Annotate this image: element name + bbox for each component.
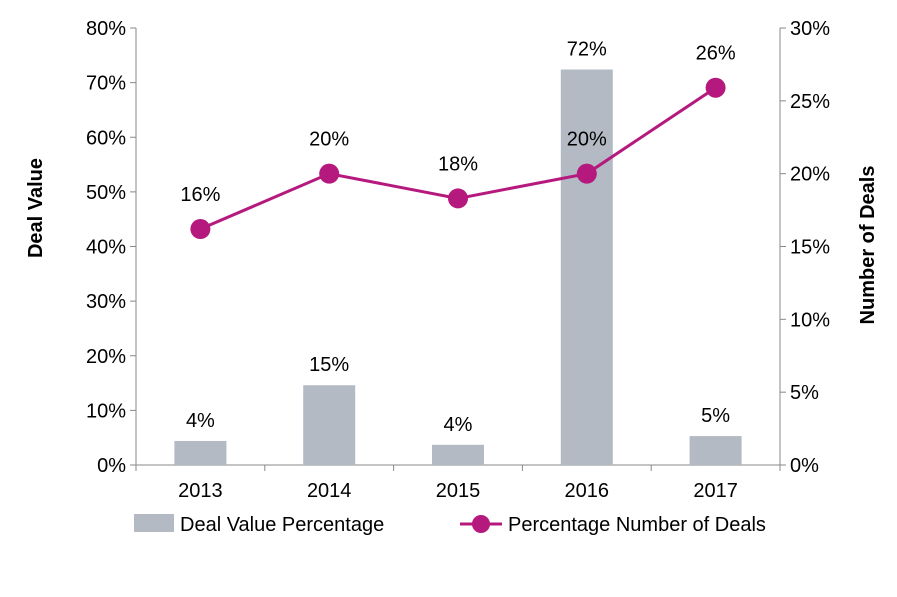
y-tick-label: 30% — [86, 291, 126, 313]
line-point — [705, 77, 726, 98]
legend-bar-label: Deal Value Percentage — [180, 514, 384, 536]
y-tick-label: 20% — [86, 346, 126, 368]
line-point — [448, 188, 468, 209]
bar-data-label: 15% — [309, 354, 349, 376]
bar — [174, 440, 227, 465]
line-data-label: 20% — [567, 129, 607, 151]
x-tick-label: 2016 — [565, 480, 610, 502]
bar-data-label: 4% — [186, 410, 215, 432]
y-tick-label: 40% — [86, 237, 126, 259]
y-tick-label: 0% — [97, 455, 126, 477]
bar-data-label: 5% — [701, 405, 730, 427]
legend-line-label: Percentage Number of Deals — [508, 514, 766, 536]
line-point — [319, 163, 340, 184]
y2-tick-label: 10% — [790, 309, 830, 331]
bar — [303, 385, 356, 465]
x-tick-label: 2014 — [307, 480, 352, 502]
y2-tick-label: 15% — [790, 237, 830, 259]
bar — [432, 444, 484, 465]
bar-data-label: 4% — [444, 414, 473, 436]
line-point — [576, 163, 597, 184]
axes: 0% 10% 20% 30% 40% 50% 60% 70% 80% 0% 5% 10% 15% 20% 2… — [86, 18, 830, 502]
y-tick-label: 60% — [86, 127, 126, 149]
y-tick-label: 70% — [86, 73, 126, 95]
data-labels: 4% 15% 4% 72% 5% 16% 20% 18% 20% 26% — [180, 39, 735, 436]
y2-axis-title: Number of Deals — [857, 166, 879, 325]
line-data-label: 20% — [309, 129, 349, 151]
x-tick-label: 2015 — [436, 480, 481, 502]
y2-tick-label: 0% — [790, 455, 819, 477]
line-data-label: 18% — [438, 153, 478, 175]
line-point — [190, 219, 211, 240]
y-tick-label: 80% — [86, 18, 126, 40]
line-data-label: 16% — [180, 184, 220, 206]
bar-data-label: 72% — [567, 39, 607, 61]
line-data-label: 26% — [696, 43, 736, 65]
x-tick-label: 2013 — [178, 480, 223, 502]
bars — [174, 69, 742, 465]
bar — [560, 69, 613, 465]
y-tick-label: 10% — [86, 400, 126, 422]
y2-tick-label: 25% — [790, 91, 830, 113]
legend-bar-swatch — [134, 514, 174, 532]
y-axis-title: Deal Value — [25, 158, 47, 258]
legend-line-marker — [472, 515, 490, 533]
bar — [689, 436, 742, 465]
y2-tick-label: 20% — [790, 164, 830, 186]
y2-tick-label: 5% — [790, 382, 819, 404]
line-series — [190, 77, 726, 240]
y2-tick-label: 30% — [790, 18, 830, 40]
x-tick-label: 2017 — [693, 480, 738, 502]
legend: Deal Value Percentage Percentage Number … — [134, 514, 766, 536]
y-tick-label: 50% — [86, 182, 126, 204]
